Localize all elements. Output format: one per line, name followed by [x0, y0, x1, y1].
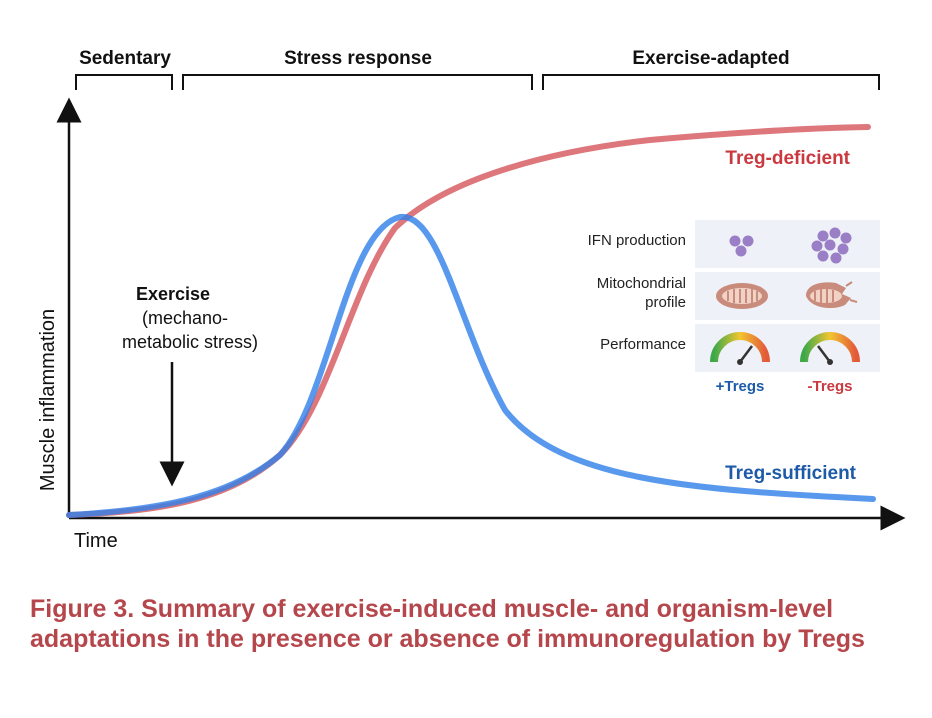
phase-label-adapted: Exercise-adapted [632, 48, 789, 69]
gauge-plus-tregs-icon [710, 332, 770, 365]
mitochondrion-healthy-icon [716, 283, 768, 309]
bracket-sedentary [75, 74, 173, 90]
ifn-dots-plus-tregs-icon [729, 235, 754, 257]
panel-label-mito-1: Mitochondrial [597, 275, 686, 292]
mitochondrion-damaged-icon [806, 281, 858, 309]
treg-deficient-label: Treg-deficient [725, 148, 850, 169]
treg-sufficient-label: Treg-sufficient [725, 463, 857, 484]
comparison-panel: IFN production Mitochondrial profile Per… [588, 220, 880, 395]
panel-label-mito-2: profile [645, 294, 686, 311]
bracket-stress [182, 74, 533, 90]
column-label-minus-tregs: -Tregs [807, 378, 852, 395]
figure-caption: Figure 3. Summary of exercise-induced mu… [30, 595, 865, 653]
exercise-annotation-line1: (mechano- [142, 308, 228, 328]
gauge-minus-tregs-icon [800, 332, 860, 365]
panel-label-ifn: IFN production [588, 232, 686, 249]
ifn-dots-minus-tregs-icon [811, 227, 852, 264]
column-label-plus-tregs: +Tregs [716, 378, 765, 395]
exercise-annotation-line2: metabolic stress) [122, 332, 258, 352]
phase-brackets [75, 74, 880, 90]
panel-label-performance: Performance [600, 336, 686, 353]
phase-label-stress: Stress response [284, 48, 432, 69]
panel-row-ifn-bg [695, 220, 880, 268]
y-axis-label: Muscle inflammation [37, 309, 59, 491]
phase-label-sedentary: Sedentary [79, 48, 171, 69]
x-axis-label: Time [74, 530, 118, 552]
exercise-annotation-title: Exercise [136, 284, 210, 304]
bracket-adapted [542, 74, 880, 90]
treg-sufficient-curve [66, 213, 876, 518]
